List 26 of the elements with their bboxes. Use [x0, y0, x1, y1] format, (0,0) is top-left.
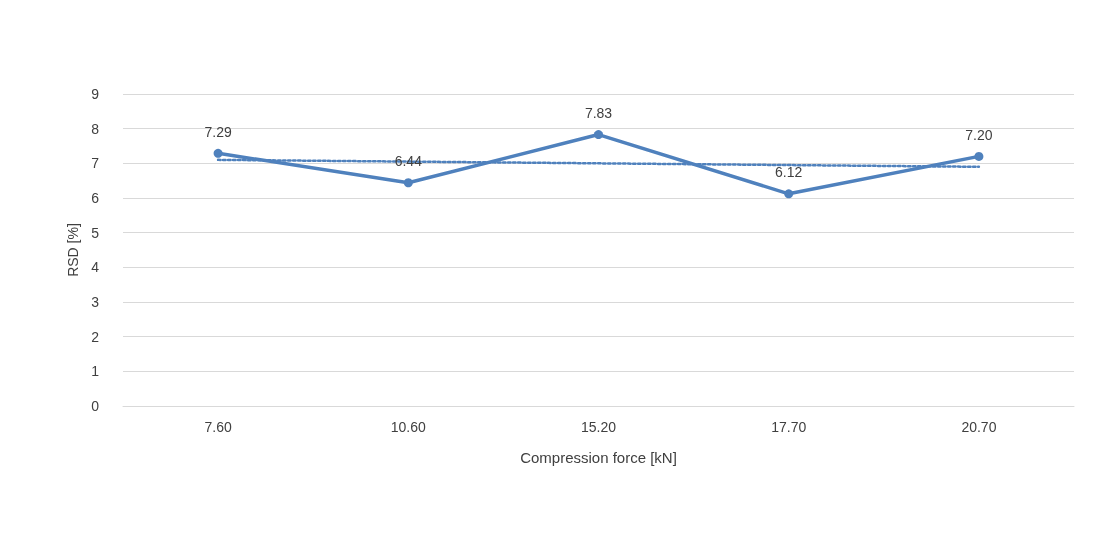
y-tick-label: 6 [91, 190, 100, 206]
point [974, 151, 984, 161]
y-tick-label: 1 [91, 363, 100, 380]
y-tick-label: 8 [91, 120, 100, 137]
point [784, 189, 794, 199]
y-tick-label: 7 [91, 155, 100, 172]
data-label: 6.12 [775, 164, 803, 181]
data-label: 7.29 [204, 123, 232, 140]
data-label: 7.83 [584, 105, 613, 122]
x-tick-label: 10.60 [390, 419, 427, 435]
y-tick-label: 4 [91, 259, 100, 276]
data-label: 7.20 [965, 126, 993, 143]
y-tick-label: 9 [91, 86, 100, 102]
point [594, 130, 603, 140]
y-tick-label: 5 [91, 224, 100, 241]
y-tick-label: 0 [91, 398, 100, 414]
y-axis-title: RSD [%] [65, 223, 82, 277]
x-tick-label: 20.70 [961, 419, 997, 435]
y-tick-label: 2 [91, 328, 100, 345]
x-tick-label: 17.70 [771, 419, 807, 435]
point [213, 148, 223, 158]
x-tick-label: 7.60 [204, 419, 232, 435]
x-tick-label: 15.20 [580, 419, 617, 435]
x-axis-title: Compression force [kN] [520, 449, 677, 466]
point [403, 178, 413, 188]
y-tick-label: 3 [91, 294, 100, 310]
